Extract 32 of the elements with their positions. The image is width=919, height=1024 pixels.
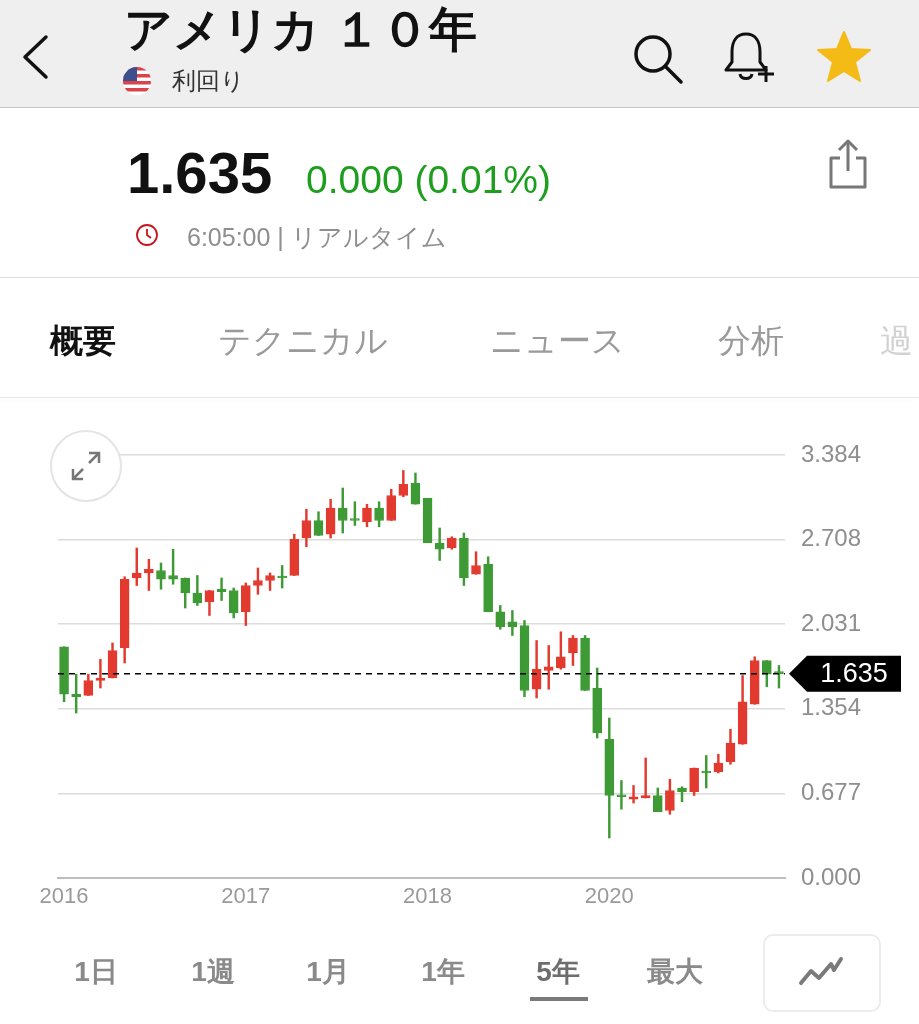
candlestick [628,785,639,804]
candlestick [616,780,627,810]
chart-subtitle: 利回り [172,66,245,96]
text: 5年 [535,955,581,989]
x-tick-label: 2020 [584,883,634,909]
text: 最大 [646,955,704,989]
text: 1.635 [127,140,273,206]
ref-line-label: 1.635 [820,658,888,689]
y-tick-label: 0.000 [801,862,862,890]
candlestick [507,610,518,636]
text: 1年 [420,955,466,989]
y-tick-label: 3.384 [801,439,862,467]
text: 1月 [305,955,351,989]
y-tick-label: 1.354 [801,693,862,721]
text: テクニカル [218,321,388,361]
candlestick [422,497,433,544]
x-tick-label: 2017 [221,883,271,909]
text: 概要 [50,321,116,361]
text: 分析 [718,321,784,361]
text: 0.000 (0.01%) [306,157,551,203]
x-tick-label: 2016 [39,883,89,909]
y-tick-label: 2.708 [801,524,862,552]
y-tick-label: 0.677 [801,778,862,805]
y-tick-label: 2.031 [801,608,862,636]
candlestick [543,645,554,690]
x-tick-label: 2018 [403,883,453,909]
text: 6:05:00 | リアルタイム [187,222,447,253]
chart-title: アメリカ １０年 [124,2,478,58]
text: 1日 [73,955,119,989]
text: ニュース [490,321,625,361]
candlestick [434,527,445,561]
text: 1週 [190,955,236,989]
